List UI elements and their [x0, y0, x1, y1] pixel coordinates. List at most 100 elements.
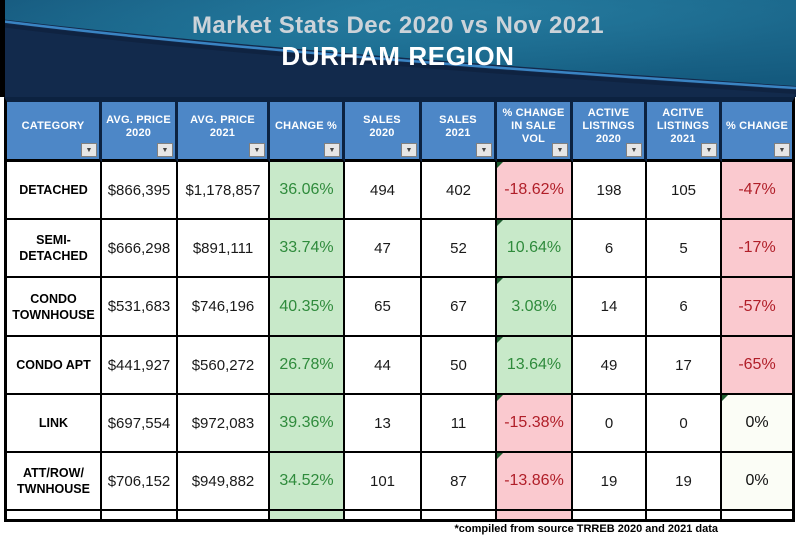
cell-avg_price_2021-row4: $972,083: [178, 395, 270, 453]
cell-pct_change-row5: 0%: [722, 453, 792, 511]
hero-curve-graphic: [0, 0, 796, 97]
market-stats-table: CATEGORY ▼ AVG. PRICE 2020 ▼ AVG. PRICE 2021…: [4, 97, 795, 522]
column-header-change_pct: CHANGE % ▼: [270, 102, 345, 162]
cell-active_listings_2020-row1: 6: [573, 220, 647, 278]
cell-avg_price_2020-row0: $866,395: [102, 162, 178, 220]
chevron-down-icon: ▼: [253, 146, 261, 154]
filter-dropdown-button[interactable]: ▼: [401, 143, 417, 157]
filter-dropdown-button[interactable]: ▼: [324, 143, 340, 157]
cell-sales_2021-row2: 67: [422, 278, 497, 337]
cell-flag-triangle: [497, 220, 503, 226]
cell-flag-triangle: [497, 278, 503, 284]
cell-category-row1: SEMI- DETACHED: [7, 220, 102, 278]
cell-active_listings_2020-row2: 14: [573, 278, 647, 337]
chevron-down-icon: ▼: [705, 146, 713, 154]
cell-avg_price_2020-row5: $706,152: [102, 453, 178, 511]
cell-sales_2021-row3: 50: [422, 337, 497, 395]
cell-pct_change-row1: -17%: [722, 220, 792, 278]
partial-row-cell-avg_price_2020: [102, 511, 178, 519]
column-header-avg_price_2020: AVG. PRICE 2020 ▼: [102, 102, 178, 162]
cell-active_listings_2021-row4: 0: [647, 395, 722, 453]
cell-avg_price_2020-row2: $531,683: [102, 278, 178, 337]
filter-dropdown-button[interactable]: ▼: [249, 143, 265, 157]
cell-pct_change_sale_vol-row5: -13.86%: [497, 453, 573, 511]
column-header-label: ACITVE LISTINGS 2021: [656, 107, 710, 145]
chevron-down-icon: ▼: [405, 146, 413, 154]
filter-dropdown-button[interactable]: ▼: [476, 143, 492, 157]
filter-dropdown-button[interactable]: ▼: [81, 143, 97, 157]
cell-category-row4: LINK: [7, 395, 102, 453]
cell-avg_price_2021-row3: $560,272: [178, 337, 270, 395]
cell-sales_2021-row0: 402: [422, 162, 497, 220]
column-header-pct_change_sale_vol: % CHANGE IN SALE VOL ▼: [497, 102, 573, 162]
cell-pct_change_sale_vol-row4: -15.38%: [497, 395, 573, 453]
filter-dropdown-button[interactable]: ▼: [774, 143, 790, 157]
filter-dropdown-button[interactable]: ▼: [701, 143, 717, 157]
cell-category-row5: ATT/ROW/ TWNHOUSE: [7, 453, 102, 511]
cell-avg_price_2021-row5: $949,882: [178, 453, 270, 511]
column-header-active_listings_2021: ACITVE LISTINGS 2021 ▼: [647, 102, 722, 162]
cell-active_listings_2020-row3: 49: [573, 337, 647, 395]
cell-pct_change-row2: -57%: [722, 278, 792, 337]
filter-dropdown-button[interactable]: ▼: [626, 143, 642, 157]
partial-row-cell-sales_2021: [422, 511, 497, 519]
cell-flag-triangle: [722, 395, 728, 401]
cell-sales_2020-row0: 494: [345, 162, 422, 220]
partial-row-cell-active_listings_2021: [647, 511, 722, 519]
source-footnote: *compiled from source TRREB 2020 and 202…: [454, 523, 718, 535]
cell-sales_2020-row5: 101: [345, 453, 422, 511]
cell-change_pct-row4: 39.36%: [270, 395, 345, 453]
column-header-label: % CHANGE: [725, 120, 789, 132]
column-header-label: ACTIVE LISTINGS 2020: [582, 107, 635, 145]
chevron-down-icon: ▼: [630, 146, 638, 154]
chevron-down-icon: ▼: [556, 146, 564, 154]
cell-active_listings_2021-row3: 17: [647, 337, 722, 395]
cell-change_pct-row5: 34.52%: [270, 453, 345, 511]
column-header-label: AVG. PRICE 2021: [190, 113, 255, 139]
cell-pct_change-row3: -65%: [722, 337, 792, 395]
cell-avg_price_2021-row1: $891,111: [178, 220, 270, 278]
column-header-label: SALES 2021: [439, 113, 477, 139]
cell-category-row2: CONDO TOWNHOUSE: [7, 278, 102, 337]
cell-avg_price_2021-row0: $1,178,857: [178, 162, 270, 220]
filter-dropdown-button[interactable]: ▼: [552, 143, 568, 157]
column-header-sales_2021: SALES 2021 ▼: [422, 102, 497, 162]
hero-banner: Market Stats Dec 2020 vs Nov 2021 DURHAM…: [0, 0, 796, 97]
partial-row-cell-change_pct: [270, 511, 345, 519]
slide-title: Market Stats Dec 2020 vs Nov 2021: [191, 12, 605, 39]
cell-sales_2021-row1: 52: [422, 220, 497, 278]
cell-sales_2020-row4: 13: [345, 395, 422, 453]
column-header-avg_price_2021: AVG. PRICE 2021 ▼: [178, 102, 270, 162]
cell-sales_2021-row4: 11: [422, 395, 497, 453]
column-header-label: CATEGORY: [21, 120, 85, 132]
column-header-sales_2020: SALES 2020 ▼: [345, 102, 422, 162]
slide-subtitle: DURHAM REGION: [281, 41, 515, 71]
cell-pct_change_sale_vol-row2: 3.08%: [497, 278, 573, 337]
cell-sales_2020-row3: 44: [345, 337, 422, 395]
cell-flag-triangle: [497, 337, 503, 343]
hero-titles: Market Stats Dec 2020 vs Nov 2021 DURHAM…: [0, 11, 796, 72]
column-header-label: % CHANGE IN SALE VOL: [502, 107, 565, 145]
cell-sales_2021-row5: 87: [422, 453, 497, 511]
cell-flag-triangle: [497, 395, 503, 401]
chevron-down-icon: ▼: [778, 146, 786, 154]
cell-active_listings_2021-row1: 5: [647, 220, 722, 278]
cell-change_pct-row1: 33.74%: [270, 220, 345, 278]
cell-active_listings_2021-row0: 105: [647, 162, 722, 220]
partial-row-cell-pct_change_sale_vol: [497, 511, 573, 519]
cell-avg_price_2020-row1: $666,298: [102, 220, 178, 278]
cell-avg_price_2021-row2: $746,196: [178, 278, 270, 337]
filter-dropdown-button[interactable]: ▼: [157, 143, 173, 157]
chevron-down-icon: ▼: [85, 146, 93, 154]
cell-category-row0: DETACHED: [7, 162, 102, 220]
cell-pct_change_sale_vol-row1: 10.64%: [497, 220, 573, 278]
cell-pct_change-row0: -47%: [722, 162, 792, 220]
column-header-active_listings_2020: ACTIVE LISTINGS 2020 ▼: [573, 102, 647, 162]
cell-sales_2020-row2: 65: [345, 278, 422, 337]
partial-row-cell-pct_change: [722, 511, 792, 519]
column-header-pct_change: % CHANGE ▼: [722, 102, 792, 162]
partial-row-cell-category: [7, 511, 102, 519]
column-header-label: AVG. PRICE 2020: [106, 113, 171, 139]
cell-change_pct-row2: 40.35%: [270, 278, 345, 337]
